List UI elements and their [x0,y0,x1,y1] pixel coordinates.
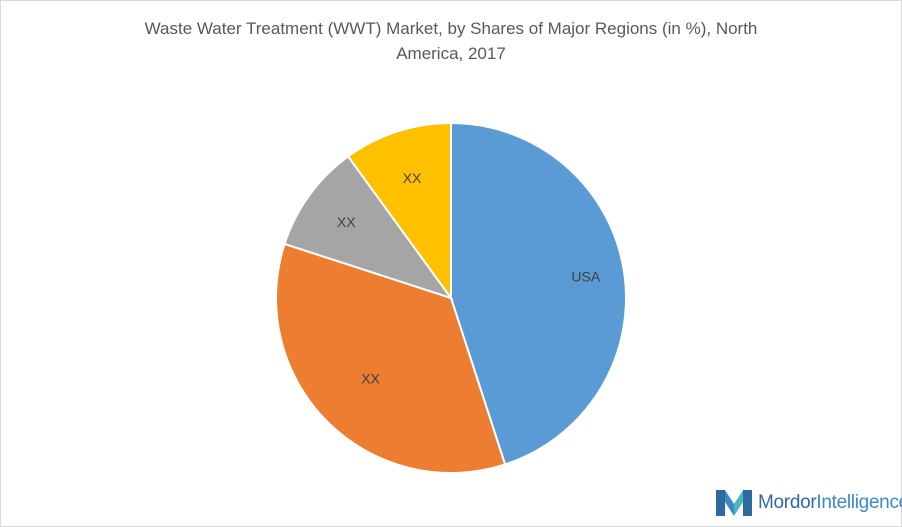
chart-title-line-2: America, 2017 [396,44,506,63]
pie-labels: USA XX XX XX [337,170,601,386]
chart-title: Waste Water Treatment (WWT) Market, by S… [0,16,902,66]
mordor-intelligence-logo-icon [716,490,752,516]
mordor-intelligence-logo: MordorIntelligence [716,488,902,518]
pie-slice-4 [346,121,452,302]
pie-slice-1 [450,121,627,466]
pie-slices [275,121,627,474]
pie-slice-label-2: XX [361,370,380,386]
pie-slice-3 [283,155,454,300]
chart-title-line-1: Waste Water Treatment (WWT) Market, by S… [144,19,758,38]
pie-slice-label-4: XX [403,170,422,186]
pie-slice-label-1: USA [571,269,600,285]
pie-slice-label-3: XX [337,214,356,230]
brand-name-part-2: Intelligence [816,492,902,513]
pie-slice-2 [275,242,507,474]
mordor-intelligence-wordmark: MordorIntelligence [758,492,902,514]
brand-name-part-1: Mordor [758,492,817,513]
